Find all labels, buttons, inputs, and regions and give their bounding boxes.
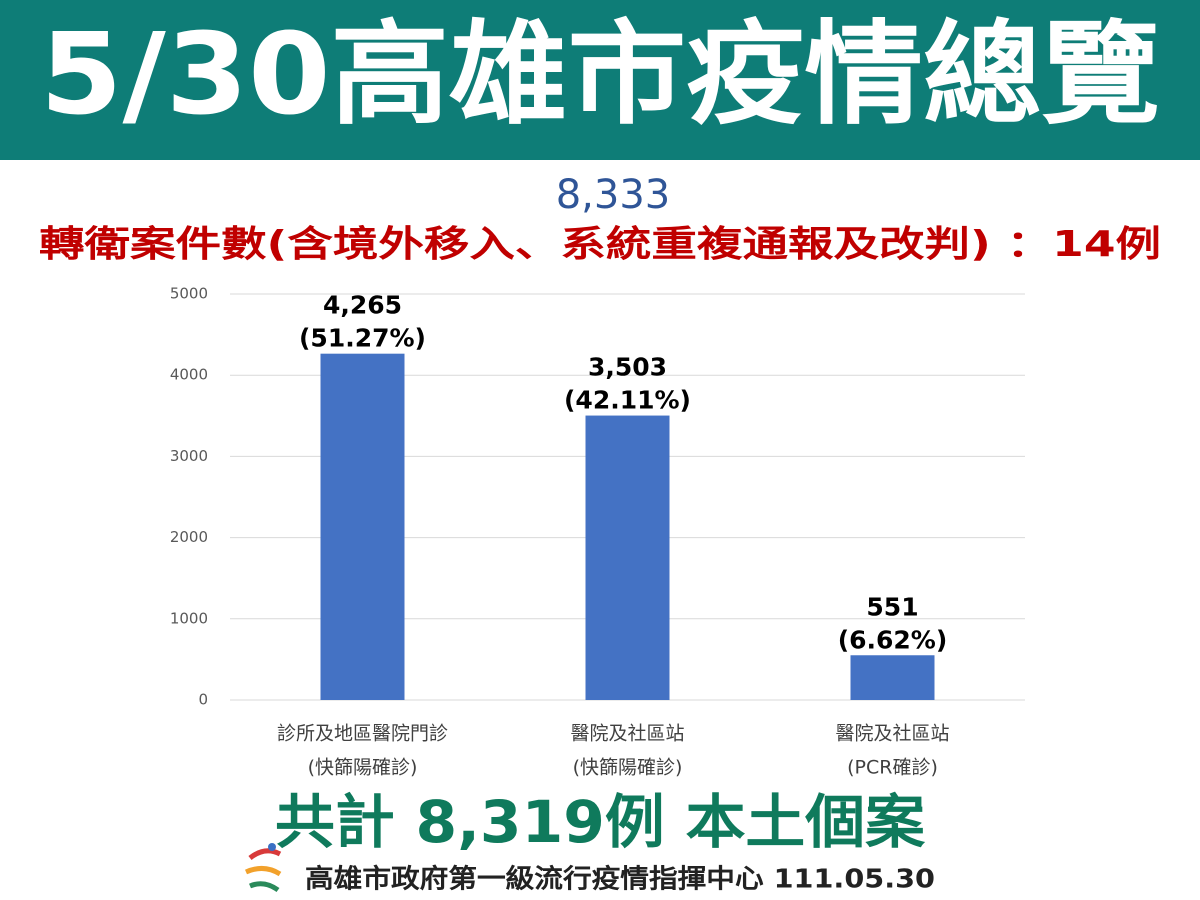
x-tick-label: (PCR確診) [847,757,938,779]
y-tick-label: 2000 [170,528,208,546]
y-tick-label: 1000 [170,609,208,627]
x-tick-label: (快篩陽確診) [573,757,683,779]
bar-chart: 0 1000 2000 3000 4000 5000 診所及地區醫院門診 (快篩陽確診) 4,2… [170,285,1025,779]
y-tick-label: 4000 [170,366,208,384]
x-tick-label: (快篩陽確診) [308,757,418,779]
header-band [0,0,1200,160]
x-tick-label: 診所及地區醫院門診 [277,723,448,745]
x-tick-label: 醫院及社區站 [570,723,684,745]
transfer-note: 轉衛案件數(含境外移入、系統重複通報及改判) ：14例 [39,224,1161,265]
value-label: 4,265 [323,291,402,320]
bar [320,353,405,700]
value-label: (51.27%) [299,324,426,353]
source: 高雄市政府第一級流行疫情指揮中心 111.05.30 [305,864,935,895]
bar [850,655,935,700]
total-cases: 共計 8,319例 本土個案 [275,788,926,856]
value-label: 3,503 [588,353,667,382]
y-tick-label: 3000 [170,447,208,465]
value-label: (42.11%) [564,386,691,415]
value-label: 551 [866,592,918,621]
y-tick-label: 0 [198,691,208,709]
y-tick-label: 5000 [170,285,208,303]
value-label: (6.62%) [838,625,948,654]
total-count: 8,333 [556,172,671,218]
x-tick-label: 醫院及社區站 [835,723,949,745]
bar [585,415,670,700]
logo [244,843,282,893]
header-title: 5/30高雄市疫情總覽 [40,10,1160,140]
